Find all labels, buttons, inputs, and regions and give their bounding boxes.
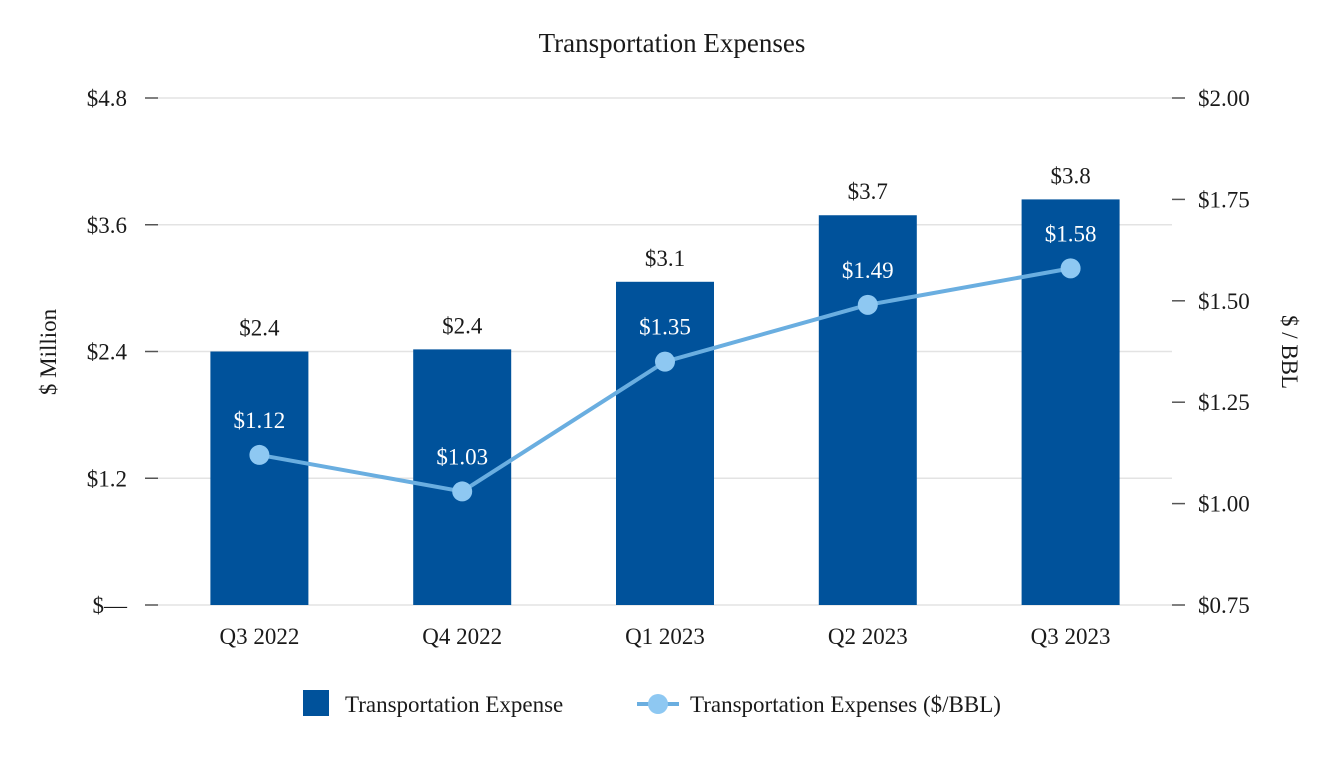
legend-line-label: Transportation Expenses ($/BBL) [690, 692, 1001, 717]
legend-bar-swatch [303, 690, 329, 716]
line-point [655, 351, 675, 372]
x-tick-label: Q3 2022 [219, 624, 299, 649]
line-data-label: $1.49 [842, 258, 894, 283]
left-y-axis: $— $1.2 $2.4 $3.6 $4.8 [87, 86, 158, 618]
chart-title: Transportation Expenses [539, 28, 806, 58]
legend: Transportation Expense Transportation Ex… [303, 690, 1001, 717]
bar [413, 349, 512, 605]
x-axis: Q3 2022 Q4 2022 Q1 2023 Q2 2023 Q3 2023 [219, 624, 1110, 649]
right-tick-label: $1.00 [1198, 492, 1250, 517]
right-tick-label: $0.75 [1198, 593, 1250, 618]
left-tick-label: $3.6 [87, 213, 127, 238]
line-series: $1.12 $1.03 $1.35 $1.49 $1.58 [234, 221, 1097, 502]
left-tick-label: $— [93, 593, 129, 618]
bar-data-label: $3.8 [1050, 163, 1090, 188]
bar-data-label: $2.4 [239, 316, 280, 341]
line-data-label: $1.58 [1045, 221, 1097, 246]
line-data-label: $1.12 [234, 408, 286, 433]
x-tick-label: Q3 2023 [1031, 624, 1111, 649]
x-tick-label: Q4 2022 [422, 624, 502, 649]
right-y-axis: $0.75 $1.00 $1.25 $1.50 $1.75 $2.00 [1172, 86, 1250, 618]
bar-data-label: $2.4 [442, 313, 483, 338]
right-tick-label: $1.25 [1198, 390, 1250, 415]
line-point [452, 481, 473, 502]
legend-bar-label: Transportation Expense [345, 692, 563, 717]
bar [210, 351, 309, 605]
line-data-label: $1.35 [639, 315, 691, 340]
x-tick-label: Q2 2023 [828, 624, 908, 649]
bar-data-label: $3.1 [645, 246, 685, 271]
line-data-label: $1.03 [436, 444, 488, 469]
left-tick-label: $4.8 [87, 86, 127, 111]
left-axis-title: $ Million [36, 308, 61, 395]
right-tick-label: $1.50 [1198, 289, 1250, 314]
right-tick-label: $2.00 [1198, 86, 1250, 111]
bar [616, 281, 714, 605]
legend-line-marker [648, 694, 668, 714]
line-point [1060, 258, 1081, 279]
line-point [249, 444, 270, 465]
left-tick-label: $2.4 [87, 340, 128, 365]
left-tick-label: $1.2 [87, 466, 127, 491]
line-point [857, 294, 878, 315]
x-tick-label: Q1 2023 [625, 624, 705, 649]
bar [818, 215, 917, 605]
right-axis-title: $ / BBL [1277, 315, 1302, 389]
right-tick-label: $1.75 [1198, 187, 1250, 212]
bar-series: $2.4 $2.4 $3.1 $3.7 $3.8 [210, 163, 1120, 605]
bar-data-label: $3.7 [848, 179, 888, 204]
